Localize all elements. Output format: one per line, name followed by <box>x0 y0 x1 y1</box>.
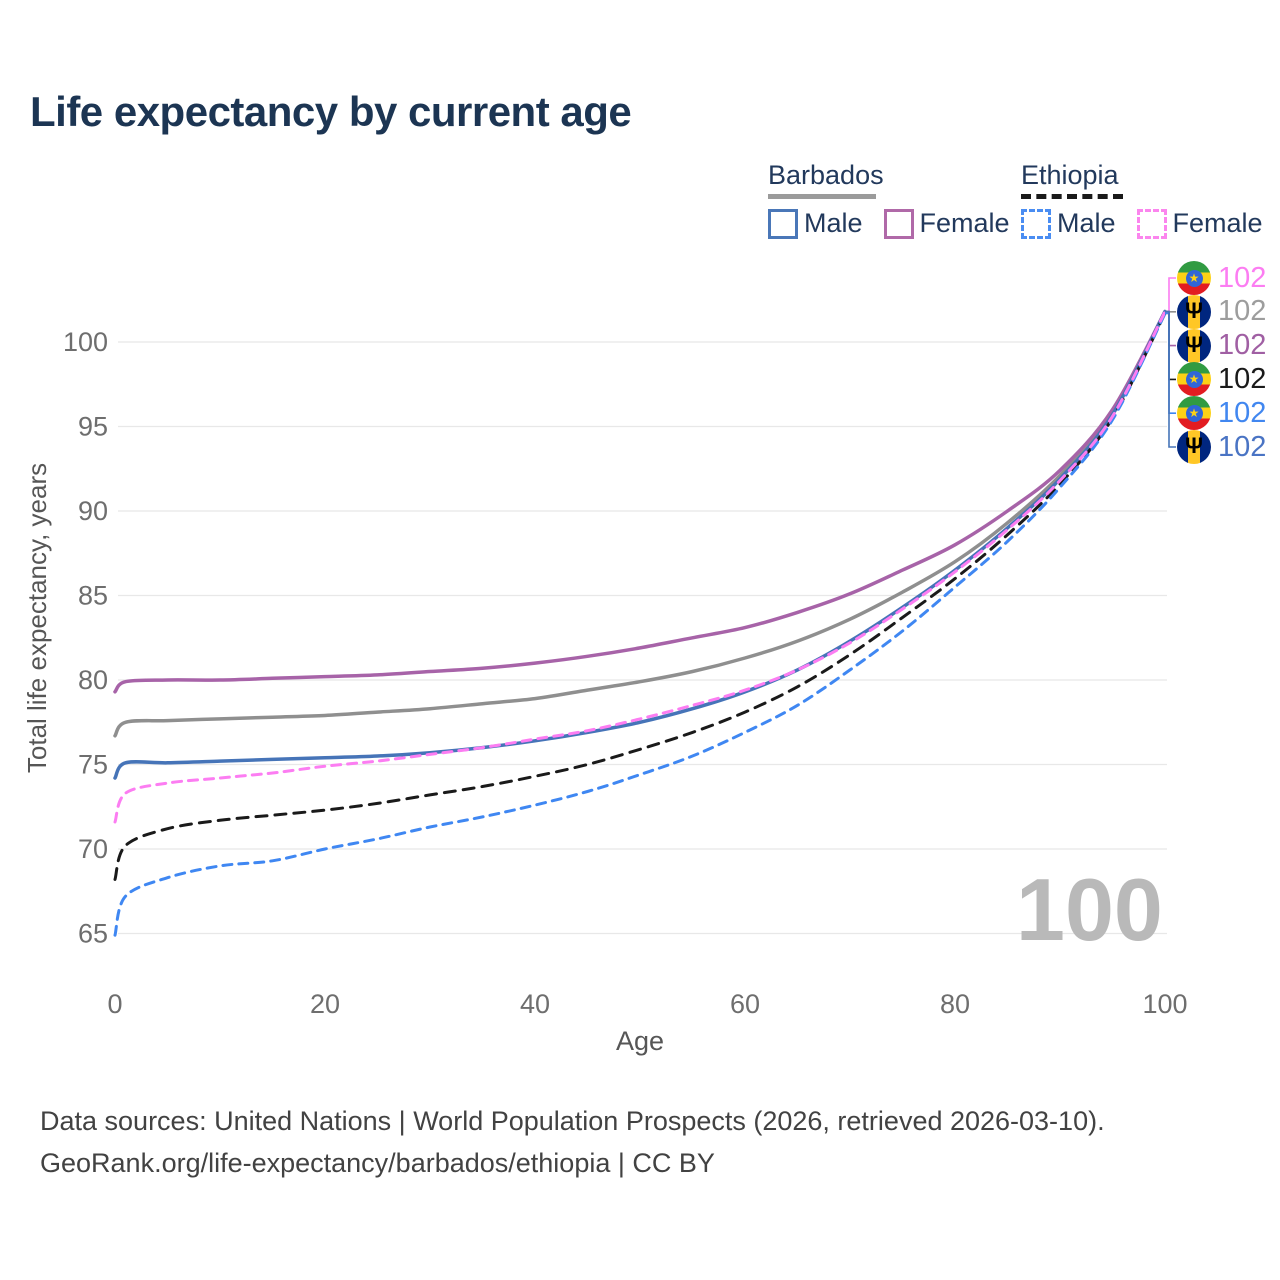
leader-line-barbados-male <box>1165 310 1176 448</box>
legend-swatch-barbados-female[interactable] <box>883 208 914 239</box>
y-tick-65: 65 <box>78 919 108 949</box>
legend-item-barbados-female[interactable]: Female <box>883 208 1010 239</box>
data-sources-note: Data sources: United Nations | World Pop… <box>40 1106 1105 1136</box>
legend-swatch-ethiopia-male[interactable] <box>1021 208 1051 239</box>
leader-line-ethiopia-female <box>1165 277 1176 313</box>
x-tick-0: 0 <box>107 989 122 1019</box>
y-tick-90: 90 <box>78 496 108 526</box>
x-tick-80: 80 <box>940 989 970 1019</box>
legend-swatch-barbados-male[interactable] <box>768 208 798 239</box>
legend-swatch-ethiopia-female[interactable] <box>1136 208 1167 239</box>
series-line-barbados-female <box>113 309 1167 694</box>
series-line-barbados-male <box>113 309 1167 780</box>
legend-solid-line-sample <box>768 194 876 199</box>
legend-group-ethiopia: Ethiopia Male Female <box>1021 160 1263 239</box>
y-tick-95: 95 <box>78 412 108 442</box>
y-tick-80: 80 <box>78 665 108 695</box>
x-tick-60: 60 <box>730 989 760 1019</box>
legend-item-ethiopia-male[interactable]: Male <box>1021 208 1116 239</box>
y-tick-85: 85 <box>78 581 108 611</box>
y-tick-100: 100 <box>63 327 108 357</box>
series-line-ethiopia-both <box>113 311 1167 881</box>
page-title: Life expectancy by current age <box>30 88 632 135</box>
legend-item-barbados-male[interactable]: Male <box>768 208 863 239</box>
legend-label-ethiopia-male[interactable]: Male <box>1057 208 1116 238</box>
series-line-barbados-both <box>113 309 1167 738</box>
legend-item-ethiopia-female[interactable]: Female <box>1136 208 1263 239</box>
legend-group-barbados: Barbados Male Female <box>768 160 1010 239</box>
x-axis-title: Age <box>616 1026 664 1056</box>
legend-label-barbados-male[interactable]: Male <box>804 208 863 238</box>
series-line-ethiopia-male <box>113 311 1167 937</box>
x-tick-20: 20 <box>310 989 340 1019</box>
y-tick-70: 70 <box>78 834 108 864</box>
x-tick-100: 100 <box>1142 989 1187 1019</box>
legend-label-ethiopia-female[interactable]: Female <box>1172 208 1263 238</box>
x-tick-40: 40 <box>520 989 550 1019</box>
y-tick-75: 75 <box>78 750 108 780</box>
leader-line-barbados-female <box>1165 310 1176 347</box>
leader-line-ethiopia-male <box>1165 312 1176 414</box>
series-line-ethiopia-female <box>113 310 1167 824</box>
legend-dashed-line-sample <box>1021 194 1123 199</box>
attribution-note: GeoRank.org/life-expectancy/barbados/eth… <box>40 1148 715 1178</box>
legend-country-barbados[interactable]: Barbados <box>768 160 884 190</box>
legend-country-ethiopia[interactable]: Ethiopia <box>1021 160 1119 190</box>
y-axis-title: Total life expectancy, years <box>22 463 52 773</box>
legend-label-barbados-female[interactable]: Female <box>919 208 1010 238</box>
age-frame-watermark: 100 <box>1016 860 1163 959</box>
